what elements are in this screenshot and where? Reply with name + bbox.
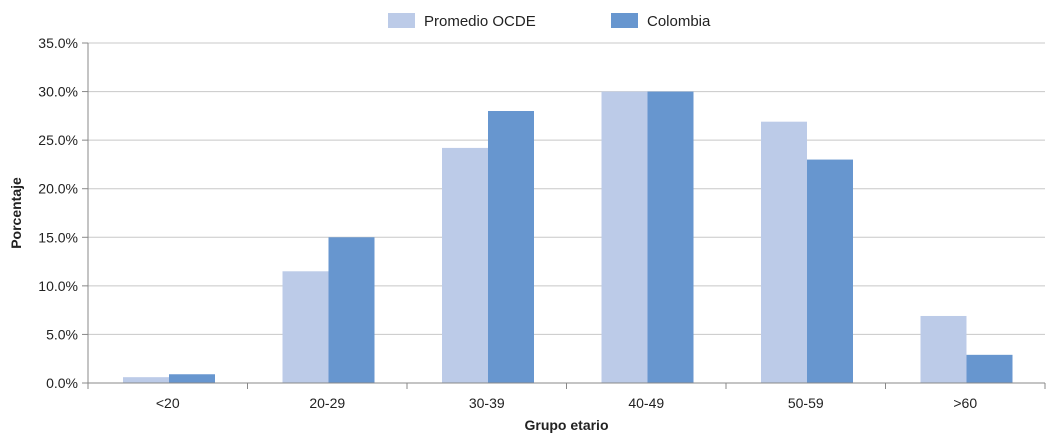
legend-label: Colombia — [647, 13, 711, 30]
x-tick-label: 20-29 — [309, 395, 345, 411]
legend-label: Promedio OCDE — [424, 13, 536, 30]
bar — [966, 354, 1013, 383]
y-axis-ticks: 0.0% 5.0% 10.0% 15.0% 20.0% 25.0% 30.0% 35.0% — [38, 35, 89, 391]
x-axis-title: Grupo etario — [524, 417, 608, 433]
bar — [807, 159, 853, 383]
y-tick-label: 20.0% — [38, 181, 78, 197]
bar — [761, 121, 807, 383]
bar — [328, 237, 375, 383]
y-tick-label: 5.0% — [46, 326, 78, 342]
y-axis-title: Porcentaje — [8, 177, 24, 249]
x-tick-label: 40-49 — [628, 395, 664, 411]
bar — [601, 91, 648, 384]
legend: Promedio OCDE Colombia — [388, 13, 711, 30]
x-tick-label: 50-59 — [788, 395, 824, 411]
legend-swatch — [611, 13, 638, 28]
x-tick-label: 30-39 — [469, 395, 505, 411]
y-tick-label: 25.0% — [38, 132, 78, 148]
y-tick-label: 0.0% — [46, 375, 78, 391]
x-tick-label: <20 — [156, 395, 180, 411]
bar — [169, 374, 215, 383]
y-tick-label: 10.0% — [38, 278, 78, 294]
y-tick-label: 30.0% — [38, 84, 78, 100]
bar — [488, 111, 534, 383]
x-tick-label: >60 — [953, 395, 977, 411]
bar — [920, 315, 967, 383]
gridlines — [88, 42, 1045, 384]
legend-swatch — [388, 13, 415, 28]
bar — [282, 271, 329, 383]
bar — [647, 91, 694, 384]
y-tick-label: 35.0% — [38, 35, 78, 51]
bars — [123, 91, 1013, 384]
y-tick-label: 15.0% — [38, 229, 78, 245]
x-axis: <20 20-29 30-39 40-49 50-59 >60 — [87, 382, 1046, 411]
bar — [123, 377, 169, 383]
bar — [442, 147, 488, 383]
